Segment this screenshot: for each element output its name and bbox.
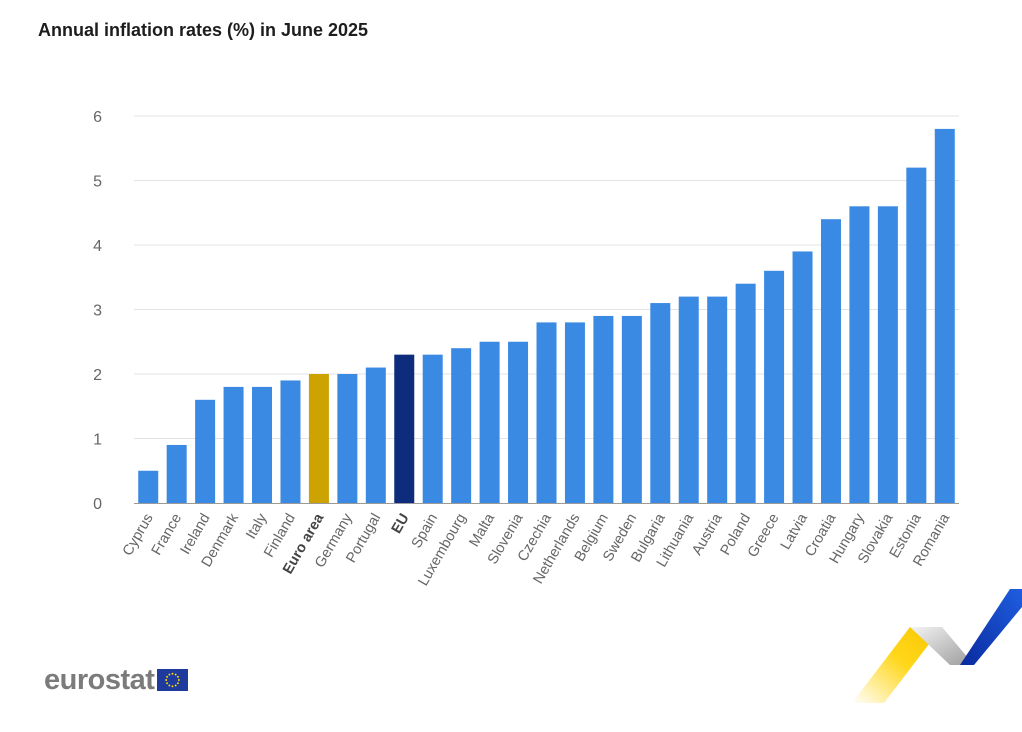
chart-title: Annual inflation rates (%) in June 2025 <box>38 20 369 40</box>
flag-star <box>171 685 174 688</box>
ribbon-yellow <box>852 627 942 703</box>
bar-bulgaria[interactable] <box>650 303 671 503</box>
y-tick-label: 6 <box>93 109 102 126</box>
bar-germany[interactable] <box>337 374 358 503</box>
flag-star <box>175 673 178 676</box>
flag-star <box>168 684 171 687</box>
bar-eu[interactable] <box>394 354 415 503</box>
bar-slovakia[interactable] <box>877 206 898 504</box>
y-tick-label: 4 <box>93 238 102 255</box>
bar-malta[interactable] <box>479 341 500 503</box>
x-tick-label: Italy <box>243 510 271 542</box>
y-tick-label: 1 <box>93 432 102 449</box>
bar-latvia[interactable] <box>792 251 813 503</box>
bar-poland[interactable] <box>735 283 756 503</box>
flag-star <box>166 682 169 685</box>
ribbon-grey <box>910 627 974 665</box>
y-axis-ticks: 0 1 2 3 4 5 6 <box>93 109 102 513</box>
bar-sweden[interactable] <box>621 315 642 503</box>
bar-spain[interactable] <box>422 354 443 503</box>
bar-austria[interactable] <box>707 296 728 503</box>
y-tick-label: 5 <box>93 174 102 191</box>
bar-netherlands[interactable] <box>564 322 585 503</box>
ribbon-blue <box>960 589 1022 665</box>
bar-denmark[interactable] <box>223 386 244 503</box>
flag-star <box>165 679 168 681</box>
bar-estonia[interactable] <box>906 167 927 503</box>
flag-star <box>168 673 171 676</box>
eu-flag-icon <box>157 669 189 691</box>
flag-star <box>177 675 180 678</box>
eurostat-logo: eurostat <box>44 664 189 696</box>
bar-euro-area[interactable] <box>308 374 329 503</box>
x-tick-label: EU <box>389 511 413 536</box>
flag-star <box>178 679 181 681</box>
bar-belgium[interactable] <box>593 315 614 503</box>
flag-star <box>175 684 178 687</box>
bar-slovenia[interactable] <box>508 341 529 503</box>
eurostat-wordmark: eurostat <box>44 664 155 696</box>
flag-star <box>166 675 169 678</box>
flag-star <box>171 672 174 675</box>
y-tick-label: 2 <box>93 367 102 384</box>
bars <box>138 128 955 504</box>
bar-portugal[interactable] <box>365 367 386 503</box>
bar-romania[interactable] <box>934 128 955 503</box>
bar-hungary[interactable] <box>849 206 870 504</box>
flag-star <box>177 682 180 685</box>
bar-italy[interactable] <box>252 386 273 503</box>
y-tick-label: 3 <box>93 303 102 320</box>
y-tick-label: 0 <box>93 496 102 513</box>
bar-lithuania[interactable] <box>678 296 699 503</box>
bar-croatia[interactable] <box>820 219 841 503</box>
bar-france[interactable] <box>166 444 187 503</box>
bar-czechia[interactable] <box>536 322 557 503</box>
bar-cyprus[interactable] <box>138 470 159 503</box>
bar-ireland[interactable] <box>195 399 216 503</box>
bar-finland[interactable] <box>280 380 301 503</box>
bar-luxembourg[interactable] <box>451 348 472 503</box>
decorative-ribbon-graphic <box>852 589 1022 703</box>
bar-greece[interactable] <box>764 270 785 503</box>
